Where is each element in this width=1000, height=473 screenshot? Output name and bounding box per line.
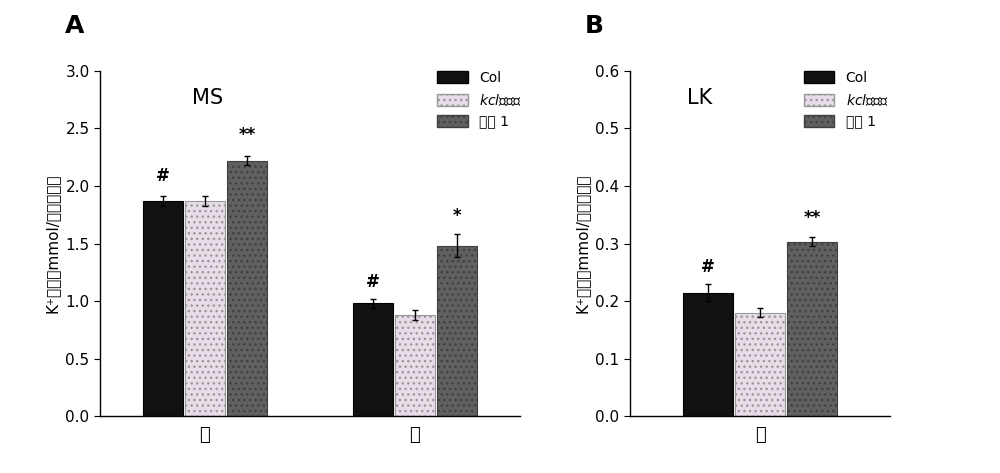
Text: #: #	[156, 167, 170, 185]
Text: *: *	[453, 207, 461, 225]
Text: MS: MS	[192, 88, 224, 108]
Bar	[787, 242, 837, 416]
Bar	[353, 304, 393, 416]
Y-axis label: K⁺含量（mmol/每克干重）: K⁺含量（mmol/每克干重）	[45, 174, 60, 313]
Bar	[227, 161, 267, 416]
Text: B: B	[585, 14, 604, 38]
Bar	[143, 201, 183, 416]
Bar	[395, 315, 435, 416]
Text: **: **	[238, 126, 256, 144]
Text: A: A	[65, 14, 84, 38]
Legend: Col, $kcl$突变株, 株系 1: Col, $kcl$突变株, 株系 1	[437, 71, 521, 129]
Bar	[683, 292, 733, 416]
Bar	[735, 313, 785, 416]
Text: #: #	[701, 258, 715, 276]
Text: LK: LK	[687, 88, 712, 108]
Bar	[437, 246, 477, 416]
Text: **: **	[803, 210, 821, 228]
Bar	[185, 201, 225, 416]
Legend: Col, $kcl$突变株, 株系 1: Col, $kcl$突变株, 株系 1	[804, 71, 888, 129]
Y-axis label: K⁺含量（mmol/每克干重）: K⁺含量（mmol/每克干重）	[575, 174, 590, 313]
Text: #: #	[366, 273, 380, 291]
